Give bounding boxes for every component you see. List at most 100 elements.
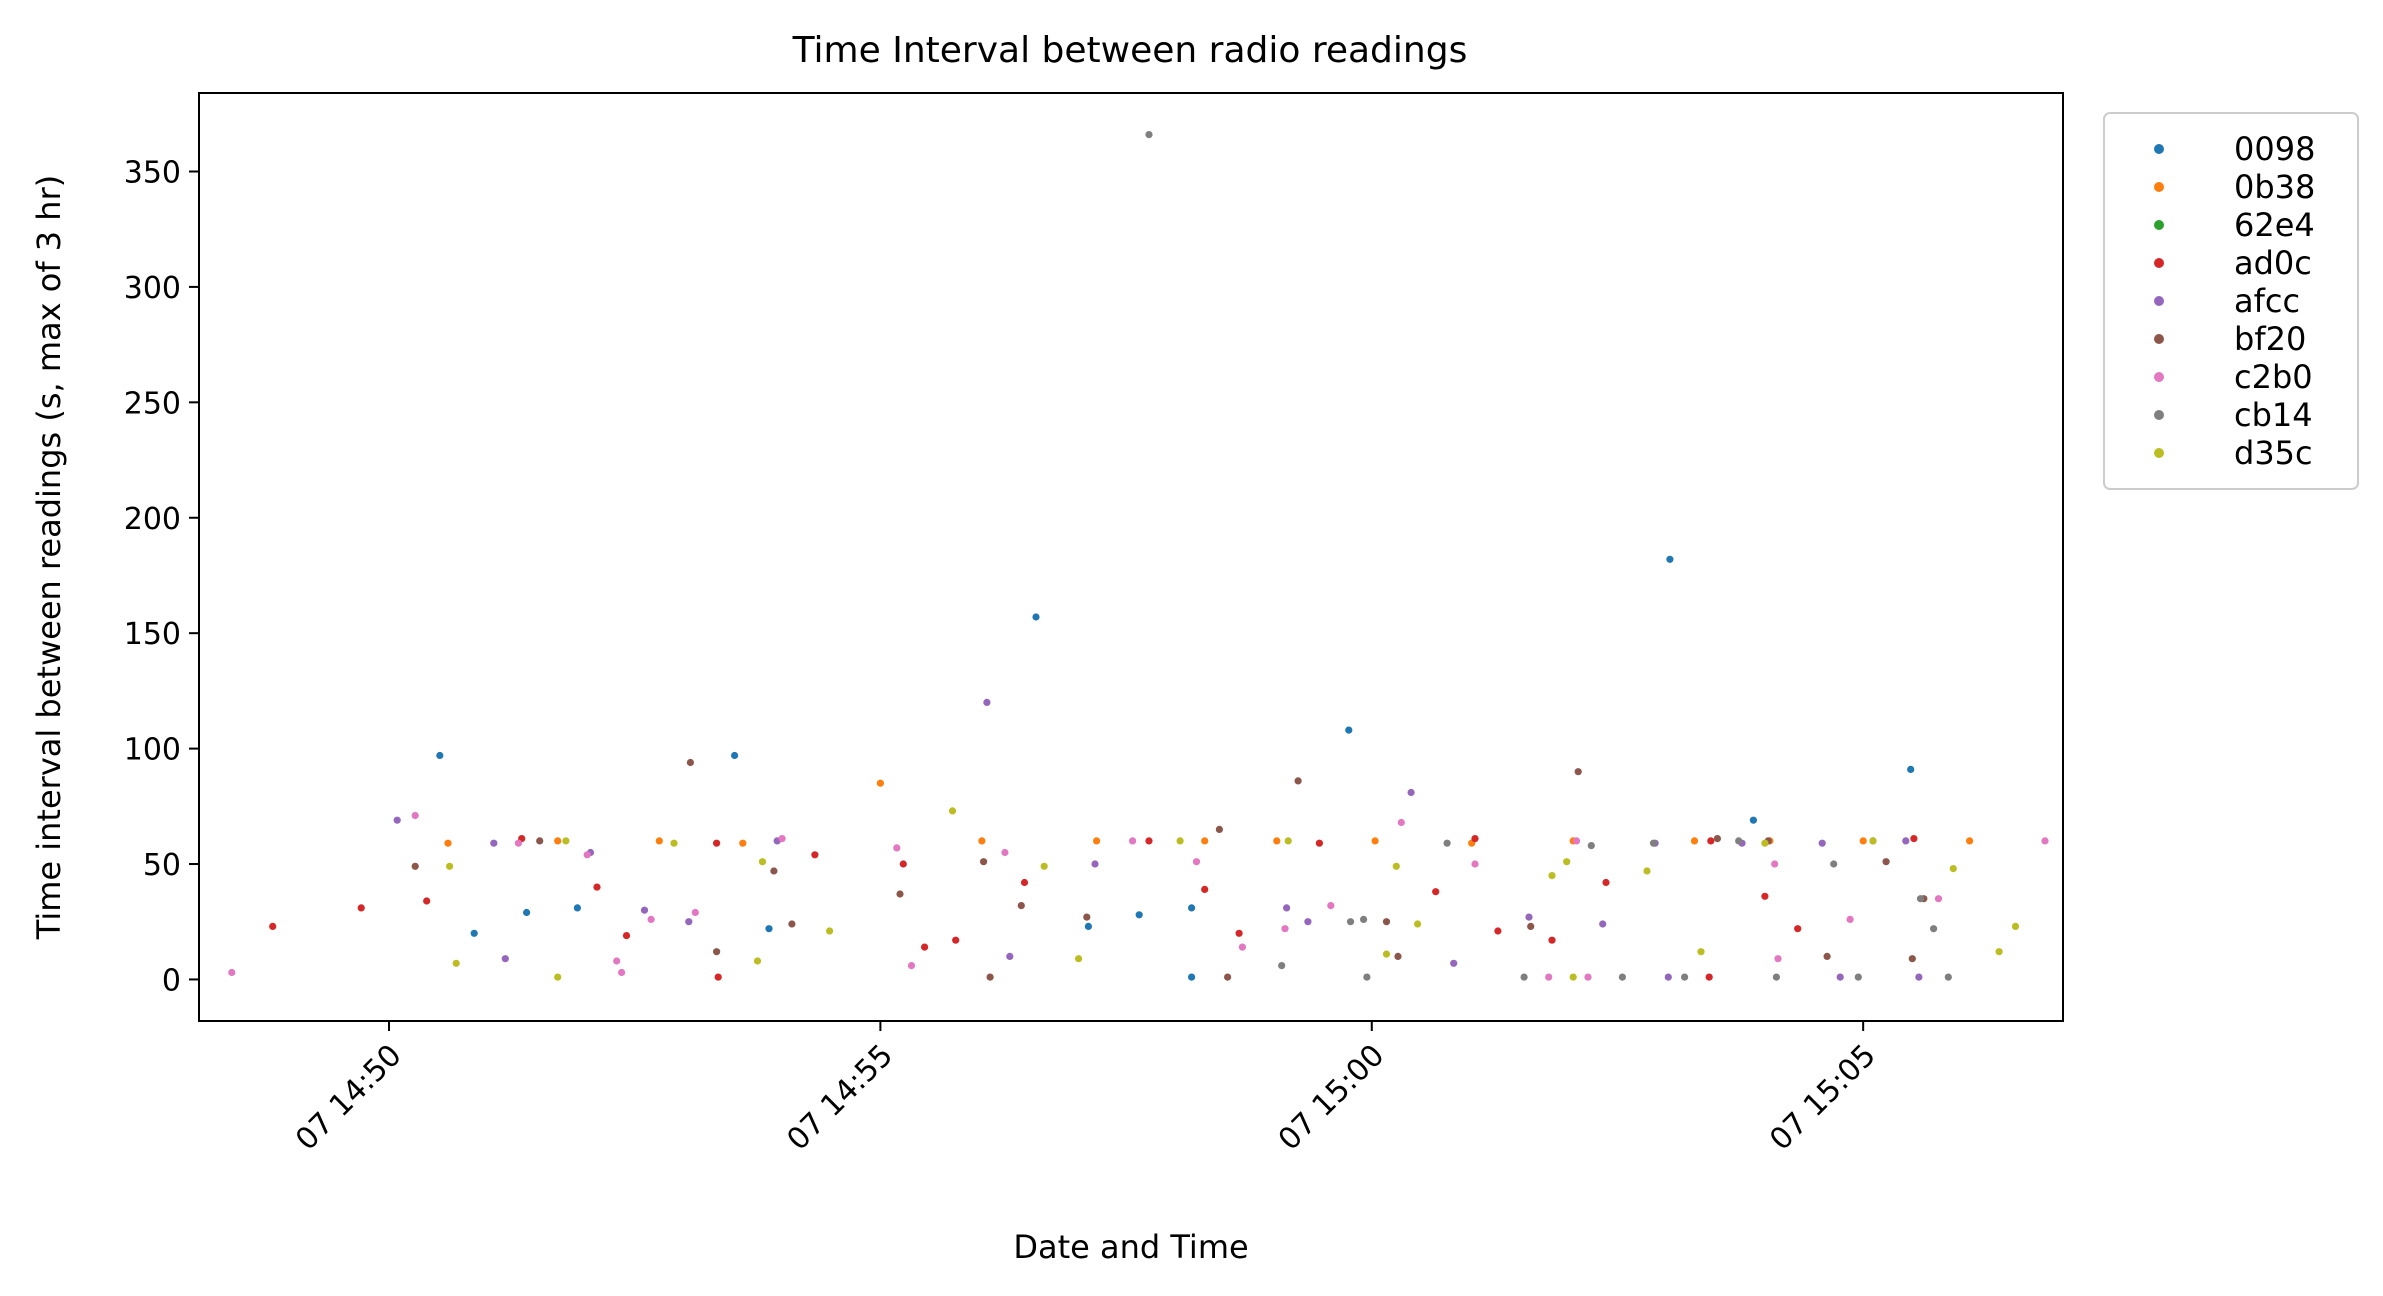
legend-marker [2154,410,2164,420]
data-point [986,973,994,981]
data-point [1520,973,1528,981]
legend-label: c2b0 [2234,358,2313,396]
data-point [1859,837,1867,845]
data-point [1649,839,1658,847]
data-point [1666,555,1674,563]
x-axis-label: Date and Time [1013,1228,1248,1266]
data-point [983,698,991,707]
data-point [1471,860,1479,868]
data-point [1572,837,1581,845]
data-point [1681,973,1689,981]
data-point [1545,973,1553,981]
series-0098 [436,555,1915,981]
data-point [593,883,601,891]
data-point [876,779,885,787]
data-point [1735,837,1743,845]
data-point [618,968,626,977]
data-point [1346,918,1355,926]
y-tick-label: 150 [124,617,181,652]
legend-marker [2154,258,2164,268]
data-point [1966,837,1974,845]
legend-label: cb14 [2234,396,2313,434]
data-point [1407,788,1415,797]
data-point [1224,973,1232,981]
data-point [758,858,767,866]
legend-label: 62e4 [2234,206,2315,244]
data-point [2041,837,2049,845]
data-point [1450,959,1458,967]
data-point [1907,765,1915,774]
data-point [1794,925,1802,933]
data-point [1949,865,1957,873]
legend-marker [2154,296,2164,306]
data-point [1574,768,1582,776]
series-0b38 [444,779,1974,847]
data-point [411,862,419,870]
data-point [1525,913,1533,921]
data-point [765,925,773,933]
data-point [978,837,986,845]
data-point [536,837,544,845]
data-points [228,131,2049,981]
y-tick-label: 100 [124,733,181,768]
data-point [1494,927,1502,935]
data-point [1129,837,1137,845]
data-point [1345,726,1353,734]
data-point [907,962,916,970]
data-point [1846,915,1854,924]
data-point [655,837,663,845]
data-point [1284,837,1292,845]
data-point [1772,973,1780,981]
data-point [1934,895,1943,903]
data-point [1527,922,1535,931]
legend-label: 0098 [2234,130,2315,168]
data-point [1599,920,1607,928]
legend-marker [2154,182,2164,192]
legend-marker [2154,144,2164,154]
data-point [1705,973,1713,981]
data-point [1602,878,1610,887]
data-point [1176,837,1184,845]
data-point [1569,973,1577,981]
data-point [1643,867,1651,875]
data-point [893,844,901,852]
data-point [1818,839,1826,847]
data-point [980,858,988,866]
data-point [622,932,631,940]
data-point [1283,904,1291,912]
series-afcc [393,698,1923,981]
data-point [1432,888,1440,896]
data-point [1916,895,1925,903]
data-point [1040,862,1048,870]
data-point [1135,911,1143,919]
data-point [1563,858,1571,866]
data-point [514,839,523,847]
data-point [444,839,452,847]
data-point [921,943,929,951]
data-point [1761,839,1769,847]
data-point [731,751,739,760]
data-point [1215,825,1223,834]
data-point [1902,837,1910,845]
data-point [1278,962,1286,970]
data-point [583,851,591,859]
data-point [470,929,478,937]
data-point [411,811,419,820]
data-point [1032,613,1040,621]
data-point [1836,973,1844,981]
data-point [1201,837,1209,845]
data-point [423,897,431,905]
data-point [1910,835,1918,843]
data-point [1201,885,1209,894]
data-point [2011,922,2020,931]
y-tick-label: 300 [124,271,181,306]
data-point [685,918,693,926]
data-point [1017,902,1025,910]
data-point [713,839,721,847]
data-point [1707,837,1715,845]
data-point [1854,973,1862,981]
data-point [899,860,907,868]
